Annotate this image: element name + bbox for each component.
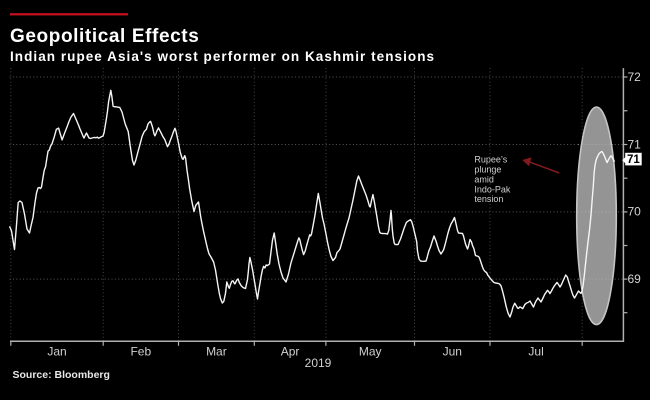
svg-text:tension: tension <box>474 194 503 204</box>
svg-text:amid: amid <box>474 174 494 184</box>
svg-text:Indo-Pak: Indo-Pak <box>474 184 511 194</box>
svg-text:Jan: Jan <box>47 345 66 359</box>
svg-text:Feb: Feb <box>130 345 151 359</box>
svg-text:Mar: Mar <box>206 345 227 359</box>
svg-text:70: 70 <box>628 205 642 219</box>
svg-text:Rupee’s: Rupee’s <box>474 155 507 165</box>
svg-text:2019: 2019 <box>305 356 332 370</box>
svg-text:plunge: plunge <box>474 165 501 175</box>
svg-text:Jul: Jul <box>528 345 543 359</box>
svg-text:71: 71 <box>628 137 642 151</box>
svg-text:69: 69 <box>628 272 642 286</box>
svg-text:72: 72 <box>628 70 642 84</box>
svg-text:May: May <box>359 345 382 359</box>
svg-text:71: 71 <box>627 154 640 166</box>
svg-text:Apr: Apr <box>281 345 300 359</box>
svg-text:Jun: Jun <box>443 345 462 359</box>
